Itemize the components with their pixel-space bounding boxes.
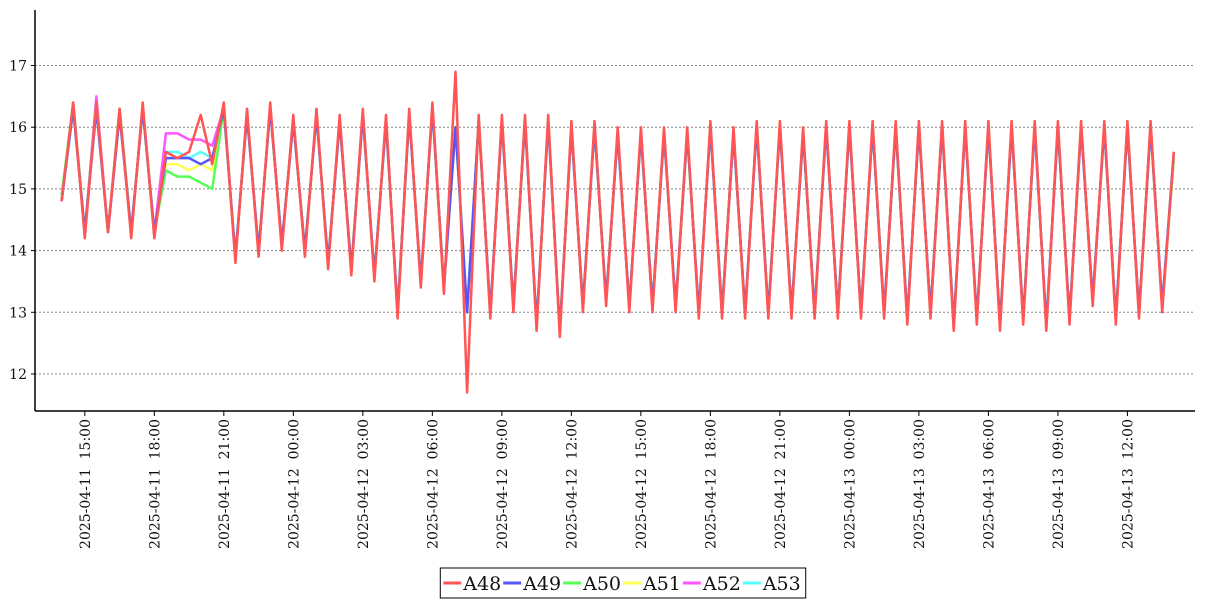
y-tick-label: 13 [9,305,27,321]
x-tick-label: 2025-04-12 03:00 [356,419,372,549]
x-tick-label: 2025-04-13 09:00 [1051,419,1067,549]
x-tick-label: 2025-04-11 21:00 [217,419,233,549]
x-tick-label: 2025-04-13 06:00 [981,419,997,549]
legend-label: A49 [522,573,561,595]
x-tick-label: 2025-04-12 21:00 [773,419,789,549]
y-tick-label: 17 [9,59,27,75]
series-line [60,70,1176,394]
x-tick-label: 2025-04-13 03:00 [912,419,928,549]
y-tick-label: 15 [9,182,27,198]
x-tick-label: 2025-04-12 06:00 [425,419,441,549]
legend-label: A53 [762,573,801,595]
x-tick-label: 2025-04-12 15:00 [634,419,650,549]
x-tick-label: 2025-04-13 12:00 [1120,419,1136,549]
y-tick-label: 16 [9,120,27,136]
x-tick-label: 2025-04-12 12:00 [564,419,580,549]
legend-label: A52 [702,573,741,595]
x-tick-label: 2025-04-13 00:00 [842,419,858,549]
y-tick-label: 12 [9,367,27,383]
y-tick-label: 14 [9,244,27,260]
x-tick-label: 2025-04-11 15:00 [78,419,94,549]
legend: A48 A49 A50 A51 A52 A53 [439,567,807,599]
legend-label: A48 [462,573,501,595]
x-tick-label: 2025-04-11 18:00 [147,419,163,549]
x-tick-label: 2025-04-12 18:00 [703,419,719,549]
x-tick-label: 2025-04-12 09:00 [495,419,511,549]
legend-label: A51 [642,573,681,595]
x-tick-label: 2025-04-12 00:00 [286,419,302,549]
legend-label: A50 [582,573,621,595]
